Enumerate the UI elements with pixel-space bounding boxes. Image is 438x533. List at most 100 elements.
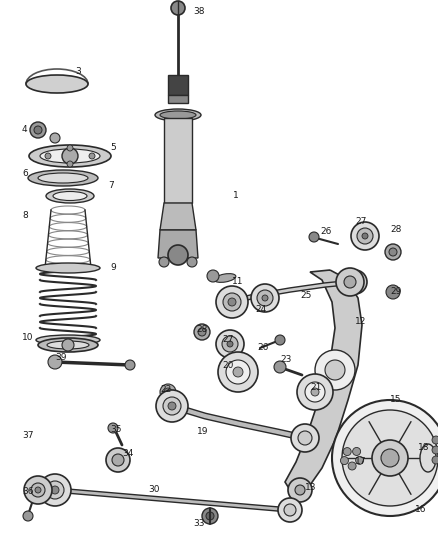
Circle shape xyxy=(106,448,130,472)
Circle shape xyxy=(34,126,42,134)
Ellipse shape xyxy=(36,263,100,273)
Text: 1: 1 xyxy=(233,190,239,199)
Ellipse shape xyxy=(38,338,98,352)
Text: 29: 29 xyxy=(390,287,401,296)
Circle shape xyxy=(344,276,356,288)
Circle shape xyxy=(251,284,279,312)
Circle shape xyxy=(23,511,33,521)
Ellipse shape xyxy=(28,170,98,186)
Circle shape xyxy=(343,448,351,456)
Text: 10: 10 xyxy=(22,334,33,343)
Text: 16: 16 xyxy=(415,505,427,514)
Polygon shape xyxy=(160,203,196,230)
Circle shape xyxy=(207,270,219,282)
Circle shape xyxy=(31,483,45,497)
Circle shape xyxy=(50,133,60,143)
Text: 26: 26 xyxy=(257,343,268,352)
Text: 37: 37 xyxy=(22,431,33,440)
Text: 20: 20 xyxy=(222,360,233,369)
Circle shape xyxy=(274,361,286,373)
Ellipse shape xyxy=(36,335,100,345)
Circle shape xyxy=(305,382,325,402)
Ellipse shape xyxy=(214,273,236,282)
Circle shape xyxy=(309,232,319,242)
Text: 19: 19 xyxy=(197,427,208,437)
Circle shape xyxy=(386,285,400,299)
Text: 36: 36 xyxy=(22,488,33,497)
Circle shape xyxy=(51,486,59,494)
Circle shape xyxy=(39,474,71,506)
Circle shape xyxy=(24,476,52,504)
Circle shape xyxy=(311,388,319,396)
Text: 30: 30 xyxy=(148,486,159,495)
Circle shape xyxy=(297,374,333,410)
Polygon shape xyxy=(158,230,198,258)
Text: 7: 7 xyxy=(108,181,114,190)
Circle shape xyxy=(171,1,185,15)
Circle shape xyxy=(163,397,181,415)
Circle shape xyxy=(353,448,360,456)
Bar xyxy=(168,95,188,103)
Circle shape xyxy=(218,352,258,392)
Text: 5: 5 xyxy=(110,143,116,152)
Text: 25: 25 xyxy=(300,292,311,301)
Circle shape xyxy=(46,481,64,499)
Circle shape xyxy=(35,487,41,493)
Circle shape xyxy=(67,145,73,151)
Text: 21: 21 xyxy=(310,384,321,392)
Text: 39: 39 xyxy=(55,353,67,362)
Circle shape xyxy=(432,436,438,444)
Text: 12: 12 xyxy=(355,318,366,327)
Circle shape xyxy=(206,512,214,520)
Ellipse shape xyxy=(40,149,100,163)
Text: 23: 23 xyxy=(280,356,291,365)
Circle shape xyxy=(432,456,438,464)
Circle shape xyxy=(343,270,367,294)
Circle shape xyxy=(381,449,399,467)
Circle shape xyxy=(108,423,118,433)
Circle shape xyxy=(187,257,197,267)
Text: 24: 24 xyxy=(255,305,266,314)
Ellipse shape xyxy=(155,109,201,121)
Circle shape xyxy=(432,446,438,454)
Circle shape xyxy=(48,355,62,369)
Bar xyxy=(168,75,188,95)
Circle shape xyxy=(278,498,302,522)
Circle shape xyxy=(233,367,243,377)
Circle shape xyxy=(168,402,176,410)
Circle shape xyxy=(336,268,364,296)
Circle shape xyxy=(202,508,218,524)
Ellipse shape xyxy=(53,191,87,200)
Circle shape xyxy=(226,360,250,384)
Circle shape xyxy=(291,424,319,452)
Circle shape xyxy=(228,298,236,306)
Ellipse shape xyxy=(29,145,111,167)
Circle shape xyxy=(112,454,124,466)
Text: 17: 17 xyxy=(355,457,367,466)
Text: 4: 4 xyxy=(22,125,28,134)
Bar xyxy=(164,118,192,203)
Circle shape xyxy=(159,257,169,267)
Ellipse shape xyxy=(38,173,88,183)
Circle shape xyxy=(168,245,188,265)
Circle shape xyxy=(222,336,238,352)
Circle shape xyxy=(288,478,312,502)
Circle shape xyxy=(332,400,438,516)
Circle shape xyxy=(295,485,305,495)
Ellipse shape xyxy=(420,444,436,472)
Circle shape xyxy=(357,228,373,244)
Circle shape xyxy=(67,161,73,167)
Circle shape xyxy=(385,244,401,260)
Circle shape xyxy=(325,360,345,380)
Text: 8: 8 xyxy=(22,211,28,220)
Circle shape xyxy=(372,440,408,476)
Circle shape xyxy=(227,341,233,347)
Circle shape xyxy=(45,153,51,159)
Text: 35: 35 xyxy=(110,425,121,434)
Circle shape xyxy=(62,339,74,351)
Circle shape xyxy=(216,330,244,358)
Text: 27: 27 xyxy=(222,335,233,344)
Text: 33: 33 xyxy=(193,520,205,529)
Circle shape xyxy=(284,504,296,516)
Text: 38: 38 xyxy=(193,7,205,17)
